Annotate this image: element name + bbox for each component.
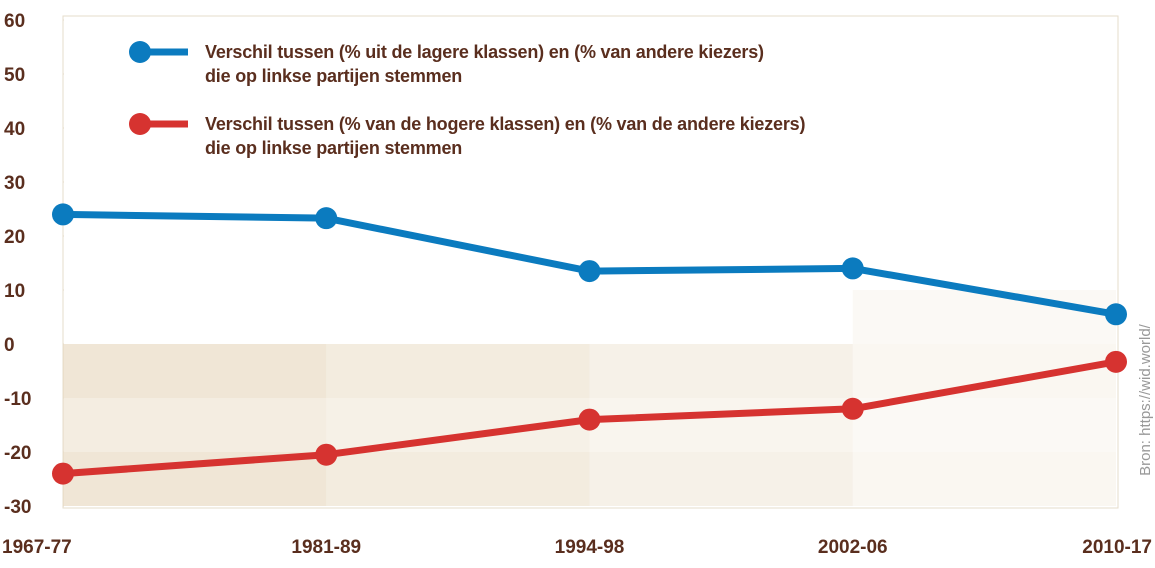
data-point [1105, 303, 1127, 326]
y-tick-label: -30 [4, 497, 31, 518]
x-tick-label: 2002-06 [818, 537, 888, 558]
y-tick-label: 0 [4, 335, 15, 356]
data-point [52, 203, 74, 226]
x-tick-label: 2010-17 [1082, 537, 1152, 558]
x-tick-label: 1967-77 [2, 537, 72, 558]
legend-marker [129, 113, 151, 135]
y-tick-label: -20 [4, 443, 31, 464]
background-band [852, 398, 1116, 452]
legend-label: Verschil tussen (% uit de lagere klassen… [205, 42, 764, 86]
background-band [589, 344, 853, 398]
background-band [326, 452, 590, 506]
legend-marker [129, 41, 151, 63]
background-band [589, 398, 853, 452]
y-tick-label: -10 [4, 389, 31, 410]
data-point [841, 257, 864, 280]
data-point [1105, 350, 1127, 373]
data-point [578, 260, 601, 283]
data-point [315, 207, 338, 230]
background-band [852, 290, 1116, 344]
data-point [315, 443, 338, 466]
y-tick-label: 20 [4, 227, 25, 248]
y-tick-label: 60 [4, 11, 25, 32]
y-tick-label: 10 [4, 281, 25, 302]
background-band [589, 452, 853, 506]
data-point [578, 408, 601, 431]
background-band [326, 344, 590, 398]
data-point [52, 462, 74, 485]
source: Bron: https://wid.world/ [1137, 323, 1154, 476]
data-point [841, 397, 864, 420]
y-tick-label: 30 [4, 173, 25, 194]
background-band [63, 398, 327, 452]
background-band [63, 344, 327, 398]
legend-label: Verschil tussen (% van de hogere klassen… [205, 114, 806, 158]
y-tick-label: 50 [4, 65, 25, 86]
y-tick-label: 40 [4, 119, 25, 140]
x-tick-label: 1981-89 [291, 537, 361, 558]
background-band [852, 452, 1116, 506]
x-tick-label: 1994-98 [555, 537, 625, 558]
